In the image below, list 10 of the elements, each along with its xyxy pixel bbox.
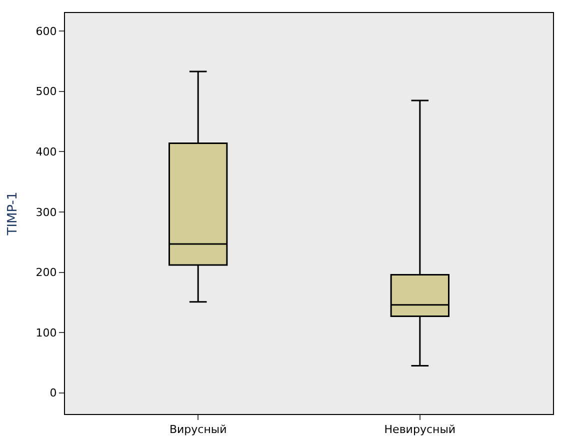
x-tick-label: Вирусный: [169, 423, 227, 436]
y-tick-label: 0: [50, 386, 57, 400]
y-tick-label: 300: [36, 206, 57, 219]
y-tick-label: 600: [36, 24, 57, 38]
y-tick-label: 400: [36, 146, 57, 159]
x-tick-label: Невирусный: [384, 423, 456, 436]
y-tick-label: 100: [36, 326, 57, 340]
y-tick-label: 200: [36, 266, 57, 280]
y-tick-label: 500: [36, 85, 57, 98]
y-axis-title: TIMP-1: [6, 192, 21, 236]
